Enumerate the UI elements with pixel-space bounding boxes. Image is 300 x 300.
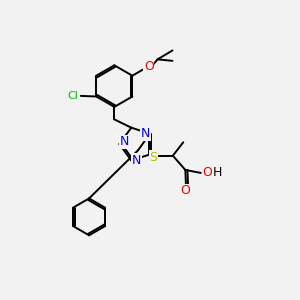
Text: N: N (141, 128, 150, 140)
Text: N: N (132, 154, 141, 167)
Text: H: H (212, 166, 222, 178)
Text: N: N (120, 136, 129, 148)
Text: O: O (202, 166, 212, 178)
Text: S: S (149, 151, 158, 164)
Text: Cl: Cl (68, 91, 79, 101)
Text: O: O (144, 60, 154, 73)
Text: O: O (180, 184, 190, 197)
